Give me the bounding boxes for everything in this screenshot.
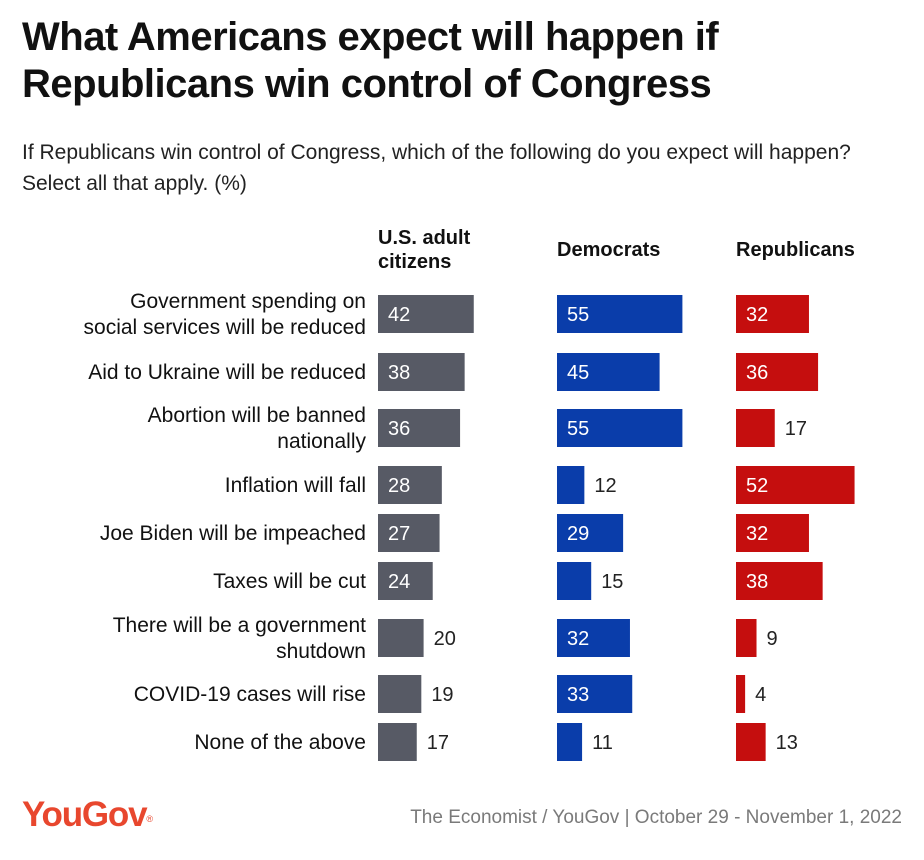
bar [557, 675, 633, 713]
category-label: Joe Biden will be impeached [100, 522, 366, 545]
source-note: The Economist / YouGov | October 29 - No… [410, 807, 902, 828]
data-label: 38 [388, 362, 410, 384]
data-label: 11 [592, 732, 613, 754]
category-label-line: Inflation will fall [225, 474, 366, 497]
bar-chart: Government spending on social services wi… [84, 290, 855, 761]
data-label: 36 [388, 418, 410, 440]
data-label: 20 [434, 628, 456, 650]
data-label: 4 [755, 684, 766, 706]
data-label: 19 [431, 684, 453, 706]
bar [736, 466, 855, 504]
data-label: 42 [388, 304, 410, 326]
registered-mark: ® [146, 814, 154, 824]
category-label: There will be a government shutdown [113, 614, 366, 663]
data-label: 32 [746, 523, 768, 545]
bar [736, 723, 766, 761]
bar [736, 295, 809, 333]
data-label: 55 [567, 418, 589, 440]
data-label: 45 [567, 362, 589, 384]
bar [557, 466, 585, 504]
data-label: 32 [746, 304, 768, 326]
data-label: 13 [776, 732, 798, 754]
bar [557, 514, 624, 552]
bar [378, 295, 474, 333]
bar [736, 619, 757, 657]
bar [378, 675, 422, 713]
data-label: 27 [388, 523, 410, 545]
data-label: 38 [746, 571, 768, 593]
category-label-line: There will be a government [113, 614, 366, 637]
bar [378, 353, 465, 391]
bar [378, 562, 433, 600]
column-header-republicans: Republicans [736, 239, 855, 261]
bar [378, 466, 442, 504]
category-label-line: nationally [277, 430, 366, 453]
chart-subtitle: If Republicans win control of Congress, … [22, 141, 851, 195]
yougov-logo-text: YouGov [22, 795, 148, 834]
bar [557, 353, 660, 391]
bar [378, 723, 417, 761]
category-label: COVID-19 cases will rise [134, 683, 366, 706]
bar [557, 409, 683, 447]
category-label-line: COVID-19 cases will rise [134, 683, 366, 706]
data-label: 36 [746, 362, 768, 384]
category-label: Taxes will be cut [213, 570, 366, 593]
bar [736, 562, 823, 600]
bar [557, 619, 630, 657]
bar [557, 295, 683, 333]
data-label: 29 [567, 523, 589, 545]
data-label: 28 [388, 475, 410, 497]
data-label: 52 [746, 475, 768, 497]
data-label: 9 [767, 628, 778, 650]
category-label: Government spending on social services wi… [84, 290, 366, 339]
bar [557, 723, 583, 761]
data-label: 17 [785, 418, 807, 440]
column-header-us-adult-citizens: U.S. adult citizens [378, 227, 471, 273]
category-label-line: Taxes will be cut [213, 570, 366, 593]
bar [378, 514, 440, 552]
data-label: 17 [427, 732, 449, 754]
data-label: 33 [567, 684, 589, 706]
column-header-democrats: Democrats [557, 239, 661, 261]
data-label: 12 [594, 475, 616, 497]
category-label-line: Government spending on [130, 290, 366, 313]
data-label: 15 [601, 571, 623, 593]
category-label-line: Joe Biden will be impeached [100, 522, 366, 545]
category-label-line: None of the above [194, 731, 366, 754]
category-label-line: shutdown [276, 640, 366, 663]
bar [378, 619, 424, 657]
bar [557, 562, 592, 600]
category-label: Aid to Ukraine will be reduced [88, 361, 366, 384]
bar [736, 409, 775, 447]
bar [736, 514, 809, 552]
chart-title: What Americans expect will happen if Rep… [22, 15, 719, 106]
category-label: Inflation will fall [225, 474, 366, 497]
bar [378, 409, 461, 447]
bar [736, 675, 746, 713]
category-label-line: social services will be reduced [84, 316, 366, 339]
category-label: Abortion will be banned nationally [148, 404, 367, 453]
yougov-logo: YouGov® [22, 790, 153, 840]
category-label-line: Aid to Ukraine will be reduced [88, 361, 366, 384]
data-label: 24 [388, 571, 410, 593]
data-label: 32 [567, 628, 589, 650]
bar [736, 353, 819, 391]
category-label-line: Abortion will be banned [148, 404, 366, 427]
data-label: 55 [567, 304, 589, 326]
category-label: None of the above [194, 731, 366, 754]
